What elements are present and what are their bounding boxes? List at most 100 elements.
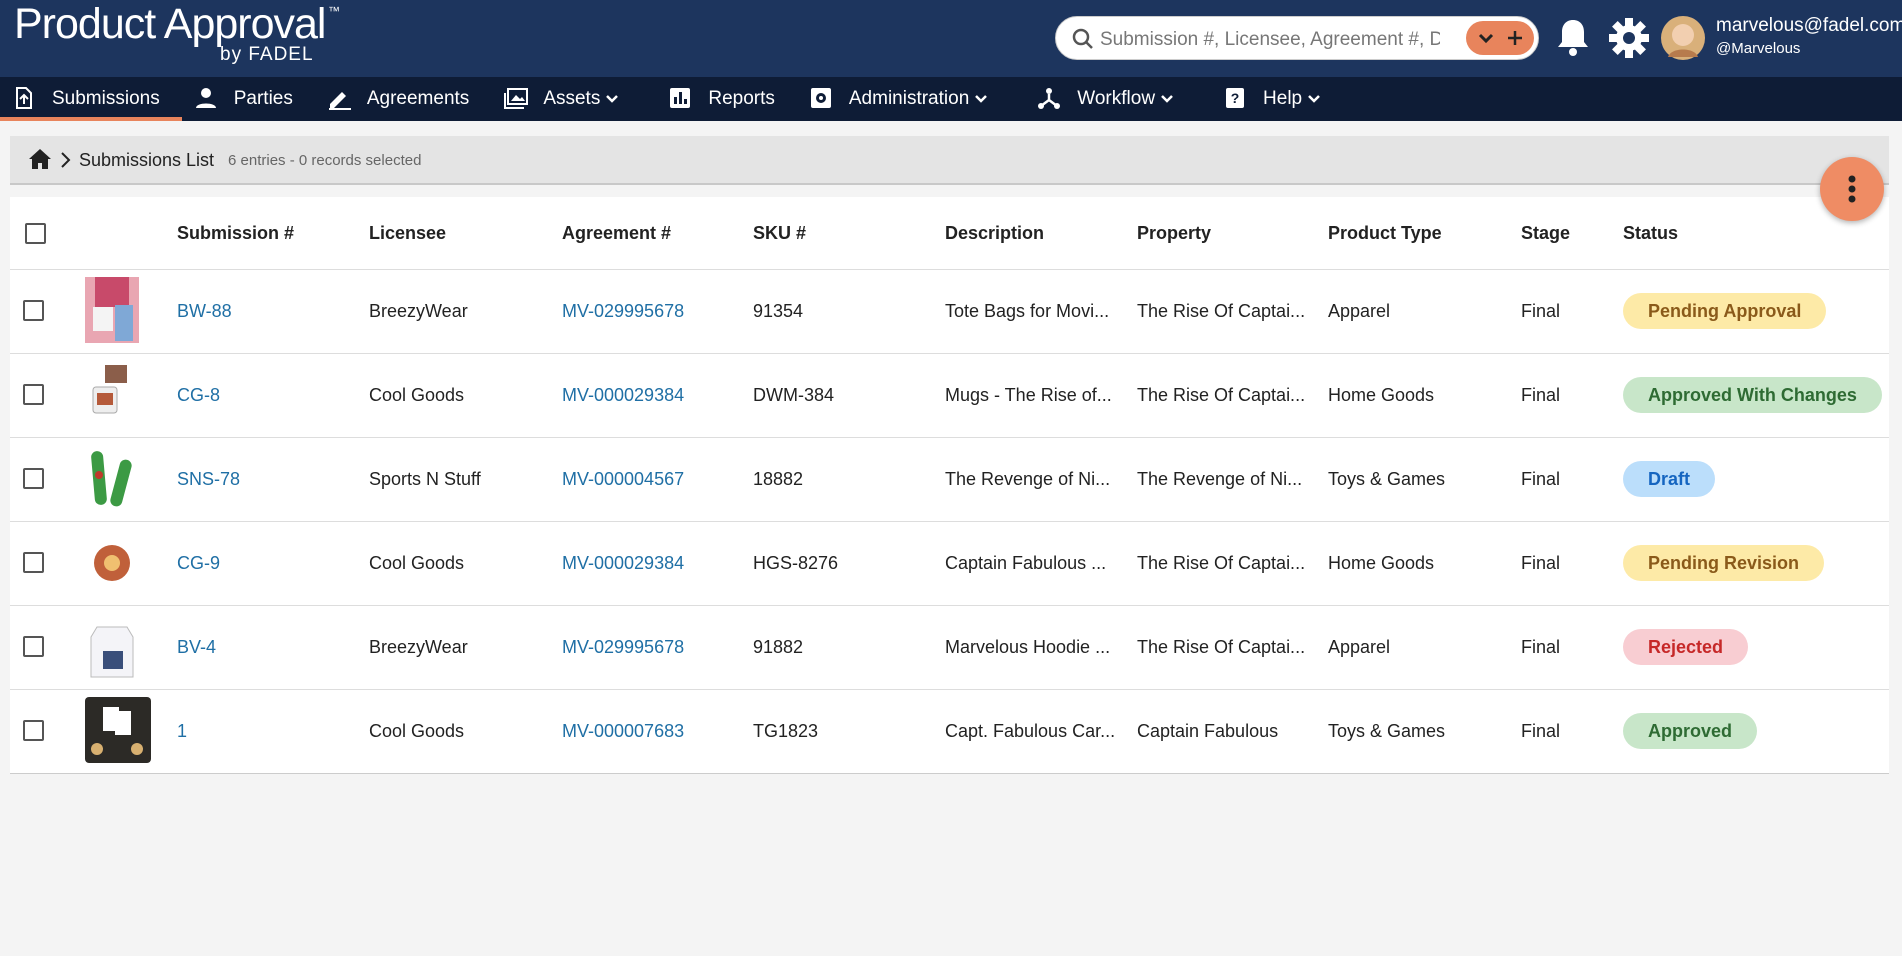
- cell-text: Final: [1521, 301, 1561, 321]
- nav-icon: [810, 88, 831, 108]
- cell-link[interactable]: 1: [177, 721, 188, 741]
- cell-text: Marvelous Hoodie ...: [945, 637, 1111, 657]
- column-header[interactable]: Property: [1137, 223, 1212, 243]
- dropdown-caret: [606, 95, 619, 103]
- cell-link[interactable]: CG-8: [177, 385, 221, 405]
- cell-text: The Rise Of Captai...: [1137, 301, 1306, 321]
- home-icon[interactable]: [28, 148, 52, 170]
- column-header[interactable]: Product Type: [1328, 223, 1442, 243]
- cell-text: BreezyWear: [369, 301, 468, 321]
- cell-text: BreezyWear: [369, 637, 468, 657]
- svg-text:?: ?: [1231, 90, 1240, 106]
- row-divider: [10, 269, 1889, 270]
- cell-text: 18882: [753, 469, 804, 489]
- column-header[interactable]: Licensee: [369, 223, 447, 243]
- nav-label: Submissions: [52, 88, 160, 109]
- column-header[interactable]: Stage: [1521, 223, 1571, 243]
- search-options-icons: [1478, 31, 1522, 45]
- product-thumbnail[interactable]: [85, 277, 151, 345]
- logo-tm: ™: [328, 4, 340, 18]
- status-badge: Approved With Changes: [1623, 377, 1882, 413]
- cell-text: Capt. Fabulous Car...: [945, 721, 1116, 741]
- nav-label: Parties: [233, 88, 293, 109]
- user-handle: @Marvelous: [1716, 40, 1801, 57]
- nav-label: Administration: [848, 88, 970, 109]
- breadcrumb: Submissions List 6 entries - 0 records s…: [10, 136, 1889, 185]
- cell-text: The Rise Of Captai...: [1137, 637, 1306, 657]
- cell-text: Home Goods: [1328, 553, 1435, 573]
- cell-text: The Revenge of Ni...: [1137, 469, 1303, 489]
- row-checkbox[interactable]: [23, 720, 44, 741]
- cell-link[interactable]: MV-029995678: [562, 301, 685, 321]
- status-badge: Approved: [1623, 713, 1758, 749]
- nav-item[interactable]: ? Help: [1211, 77, 1358, 121]
- settings-button[interactable]: [1608, 17, 1650, 59]
- cell-text: Cool Goods: [369, 553, 465, 573]
- nav-icon: [195, 88, 216, 108]
- product-thumbnail[interactable]: [85, 445, 151, 513]
- nav-label: Agreements: [366, 88, 470, 109]
- nav-item[interactable]: Parties: [182, 77, 315, 121]
- nav-icon: [670, 88, 691, 108]
- search-options[interactable]: [1466, 21, 1534, 55]
- nav-item[interactable]: Administration: [797, 77, 1025, 121]
- cell-text: DWM-384: [753, 385, 835, 405]
- cell-link[interactable]: MV-029995678: [562, 637, 685, 657]
- nav-item[interactable]: Reports: [656, 77, 797, 121]
- cell-text: TG1823: [753, 721, 819, 741]
- column-header[interactable]: Description: [945, 223, 1045, 243]
- nav-item[interactable]: Workflow: [1025, 77, 1211, 121]
- cell-text: 91354: [753, 301, 804, 321]
- product-thumbnail[interactable]: [85, 697, 151, 765]
- cell-link[interactable]: SNS-78: [177, 469, 241, 489]
- column-header[interactable]: Submission #: [177, 223, 295, 243]
- nav-item[interactable]: Agreements: [315, 77, 491, 121]
- cell-text: Captain Fabulous ...: [945, 553, 1107, 573]
- cell-link[interactable]: MV-000029384: [562, 385, 685, 405]
- cell-text: Apparel: [1328, 637, 1391, 657]
- user-avatar[interactable]: [1660, 15, 1706, 61]
- column-header[interactable]: Status: [1623, 223, 1679, 243]
- logo-title: Product Approval: [14, 0, 326, 48]
- search-box[interactable]: Submission #, Licensee, Agreement #, Des…: [1055, 16, 1539, 60]
- nav-label: Help: [1263, 88, 1303, 109]
- cell-text: Cool Goods: [369, 721, 465, 741]
- product-thumbnail[interactable]: [85, 613, 151, 681]
- nav-label: Assets: [543, 88, 601, 109]
- select-all-checkbox[interactable]: [25, 223, 46, 244]
- row-checkbox[interactable]: [23, 636, 44, 657]
- product-thumbnail[interactable]: [85, 361, 151, 429]
- cell-text: Toys & Games: [1328, 469, 1446, 489]
- cell-link[interactable]: BW-88: [177, 301, 232, 321]
- column-header[interactable]: Agreement #: [562, 223, 672, 243]
- user-email: marvelous@fadel.com: [1716, 15, 1902, 36]
- nav-item[interactable]: Assets: [491, 77, 656, 121]
- more-actions-button[interactable]: [1820, 157, 1884, 221]
- top-bar: Product Approval ™ by FADEL Submission #…: [0, 0, 1902, 77]
- nav-icon: ?: [1226, 88, 1245, 108]
- row-checkbox[interactable]: [23, 552, 44, 573]
- cell-link[interactable]: MV-000029384: [562, 553, 685, 573]
- column-header[interactable]: SKU #: [753, 223, 807, 243]
- row-divider: [10, 689, 1889, 690]
- cell-link[interactable]: MV-000007683: [562, 721, 685, 741]
- row-divider: [10, 605, 1889, 606]
- search-icon: [1072, 28, 1093, 49]
- row-checkbox[interactable]: [23, 300, 44, 321]
- row-checkbox[interactable]: [23, 468, 44, 489]
- cell-text: Captain Fabulous: [1137, 721, 1279, 741]
- notifications-button[interactable]: [1556, 17, 1590, 57]
- cell-text: Sports N Stuff: [369, 469, 481, 489]
- row-checkbox[interactable]: [23, 384, 44, 405]
- cell-link[interactable]: MV-000004567: [562, 469, 685, 489]
- nav-item[interactable]: Submissions: [0, 77, 182, 121]
- nav-bar: Submissions Parties Agreements Assets Report…: [0, 77, 1902, 121]
- product-thumbnail[interactable]: [85, 529, 151, 597]
- cell-link[interactable]: BV-4: [177, 637, 217, 657]
- row-divider: [10, 521, 1889, 522]
- cell-text: Mugs - The Rise of...: [945, 385, 1112, 405]
- cell-text: Tote Bags for Movi...: [945, 301, 1110, 321]
- status-badge: Pending Approval: [1623, 293, 1827, 329]
- cell-link[interactable]: CG-9: [177, 553, 221, 573]
- logo-subtitle: by FADEL: [220, 44, 314, 65]
